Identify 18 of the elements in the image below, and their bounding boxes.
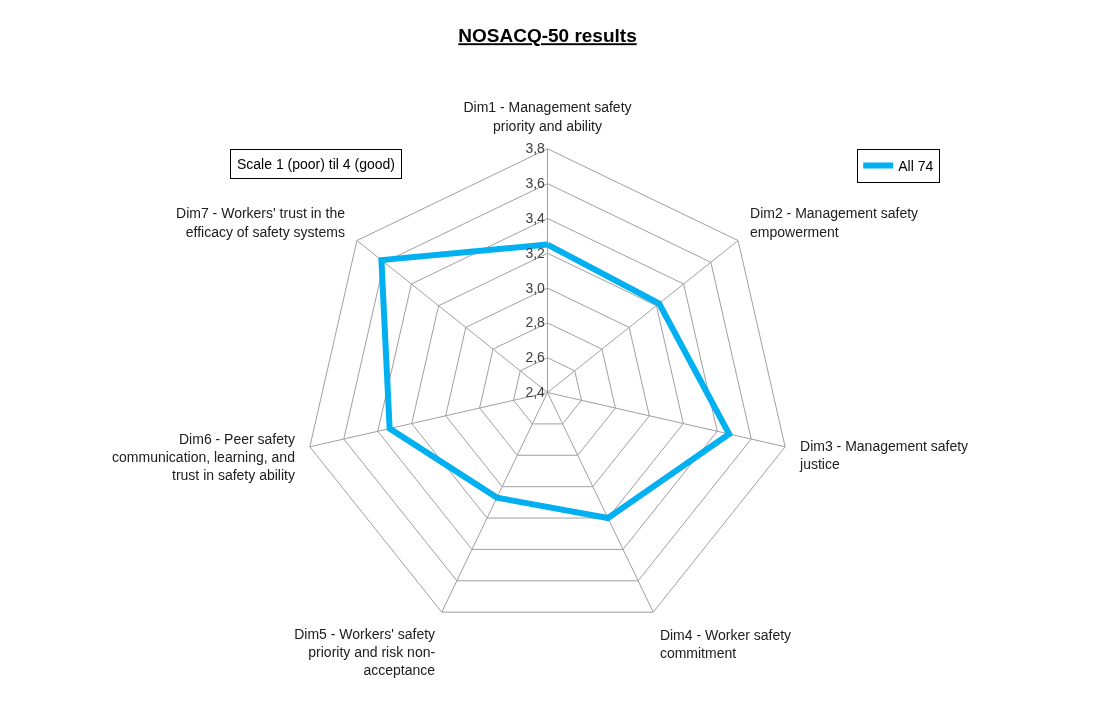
y-tick-label: 2,6: [525, 349, 546, 366]
legend-label: All 74: [898, 157, 934, 174]
y-tick-label: 3,0: [525, 279, 546, 296]
y-tick-label: 2,4: [525, 384, 546, 401]
y-tick-label: 3,6: [525, 175, 546, 192]
y-tick-label: 3,4: [525, 209, 546, 226]
spoke-label: Dim1 - Management safety priority and ability: [463, 99, 632, 134]
spoke-label: Dim7 - Workers' trust in the efficacy of safety systems: [176, 205, 346, 240]
y-tick-label: 2,8: [525, 314, 546, 331]
spoke-label: Dim5 - Workers' safety priority and risk non-acceptance: [294, 625, 436, 679]
y-tick-label: 3,2: [525, 244, 546, 261]
spoke-label: Dim2 - Management safety empowerment: [750, 205, 919, 240]
y-tick-label: 3,8: [525, 140, 546, 157]
spoke-label: Dim6 - Peer safety communication, learning, and trust in safety ability: [112, 430, 295, 484]
text: Scale 1 (poor) til 4 (good): [237, 156, 395, 172]
spoke-label: Dim4 - Worker safety commitment: [659, 626, 792, 661]
chart-title: NOSACQ-50 results: [458, 25, 637, 47]
spoke-label: Dim3 - Management safety justice: [799, 438, 969, 473]
